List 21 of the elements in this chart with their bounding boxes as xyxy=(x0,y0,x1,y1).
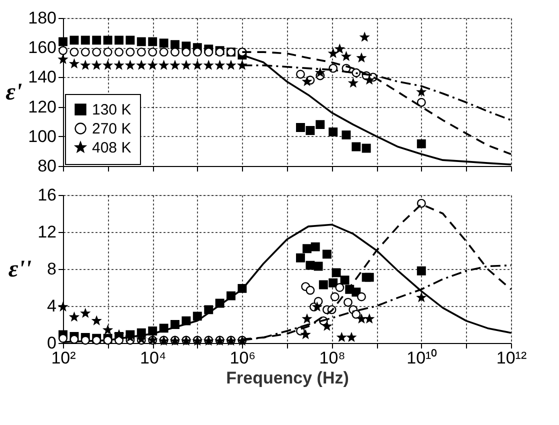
y-tick-label: 180 xyxy=(28,8,56,28)
y-tick-label: 140 xyxy=(28,68,56,87)
x-tick-label: 10⁸ xyxy=(319,348,346,368)
y-tick-label: 120 xyxy=(28,97,56,116)
y-axis-title: ε' xyxy=(6,80,22,106)
x-axis-title: Frequency (Hz) xyxy=(226,368,349,388)
legend-label: 130 K xyxy=(92,102,132,118)
legend-label: 408 K xyxy=(92,140,132,156)
y-tick-label: 4 xyxy=(47,296,56,316)
y-tick-label: 160 xyxy=(28,38,56,58)
y-tick-label: 80 xyxy=(38,156,56,176)
x-tick-label: 10¹⁰ xyxy=(406,348,438,368)
y-axis-title: ε'' xyxy=(8,256,32,282)
y-tick-label: 8 xyxy=(47,260,56,278)
x-tick-label: 10⁶ xyxy=(230,348,256,368)
y-tick-label: 16 xyxy=(38,186,56,204)
y-tick-label: 100 xyxy=(28,126,56,146)
x-tick-label: 10⁴ xyxy=(140,348,166,368)
y-tick-label: 12 xyxy=(38,222,56,242)
legend-label: 270 K xyxy=(92,120,132,138)
x-tick-label: 10¹² xyxy=(496,348,527,368)
